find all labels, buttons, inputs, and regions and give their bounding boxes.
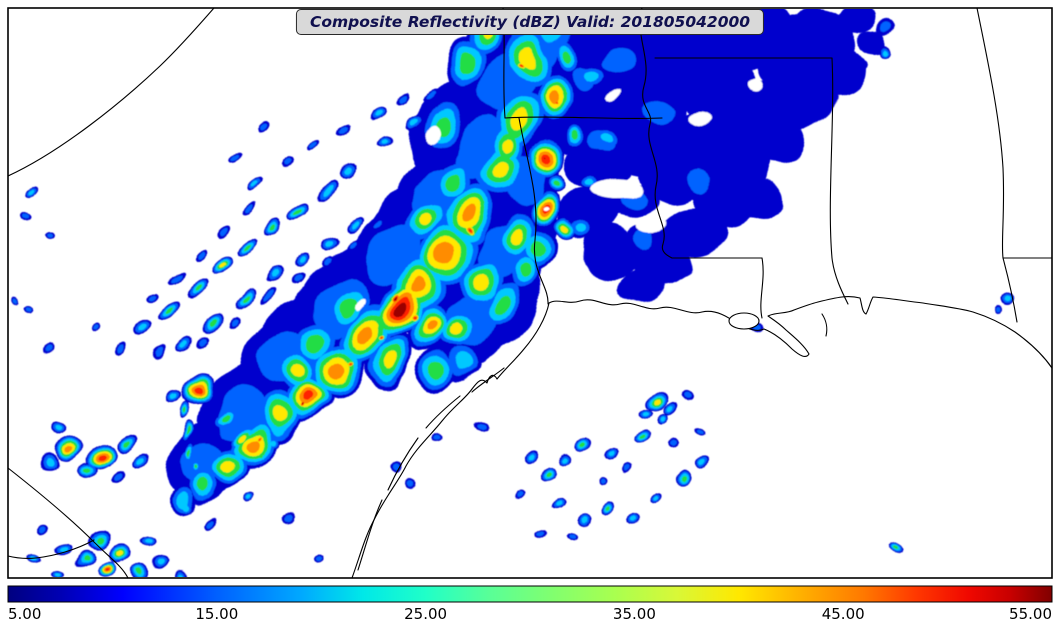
colorbar-gradient (7, 585, 1053, 603)
tx-ar-la-boundary (504, 116, 663, 120)
plot-title: Composite Reflectivity (dBZ) Valid: 2018… (309, 13, 751, 31)
red-river-boundary (7, 7, 215, 177)
map-frame (7, 7, 1053, 579)
colorbar-tick-label: 25.00 (404, 605, 448, 623)
rio-grande (7, 467, 129, 579)
gulf-coastline (351, 296, 1053, 579)
plot-title-box: Composite Reflectivity (dBZ) Valid: 2018… (295, 9, 765, 35)
colorbar-tick-label: 45.00 (821, 605, 865, 623)
mississippi-river (639, 7, 673, 259)
barrier-island (387, 437, 419, 491)
state-boundaries (7, 7, 1053, 579)
barrier-island (471, 367, 505, 393)
barrier-island (357, 499, 383, 571)
colorbar-tick-label: 35.00 (612, 605, 656, 623)
al-ga-boundary (976, 7, 1005, 259)
tx-la-boundary (518, 117, 549, 305)
reflectivity-echoes (12, 9, 1015, 577)
pearl-river (760, 257, 764, 319)
reflectivity-echo-clip (12, 9, 1015, 577)
colorbar-tick-label: 5.00 (8, 605, 42, 623)
chattahoochee-river (1002, 257, 1018, 323)
colorbar-tick-label: 55.00 (1009, 605, 1052, 623)
chandeleur-islands (821, 313, 828, 337)
colorbar-tick-labels: 5.00 15.00 25.00 35.00 45.00 55.00 (8, 605, 1052, 627)
lake-pontchartrain (728, 312, 760, 330)
colorbar-tick-label: 15.00 (195, 605, 239, 623)
ms-al-boundary (829, 57, 849, 305)
mexico-state-line (7, 539, 95, 559)
barrier-island (425, 395, 461, 429)
